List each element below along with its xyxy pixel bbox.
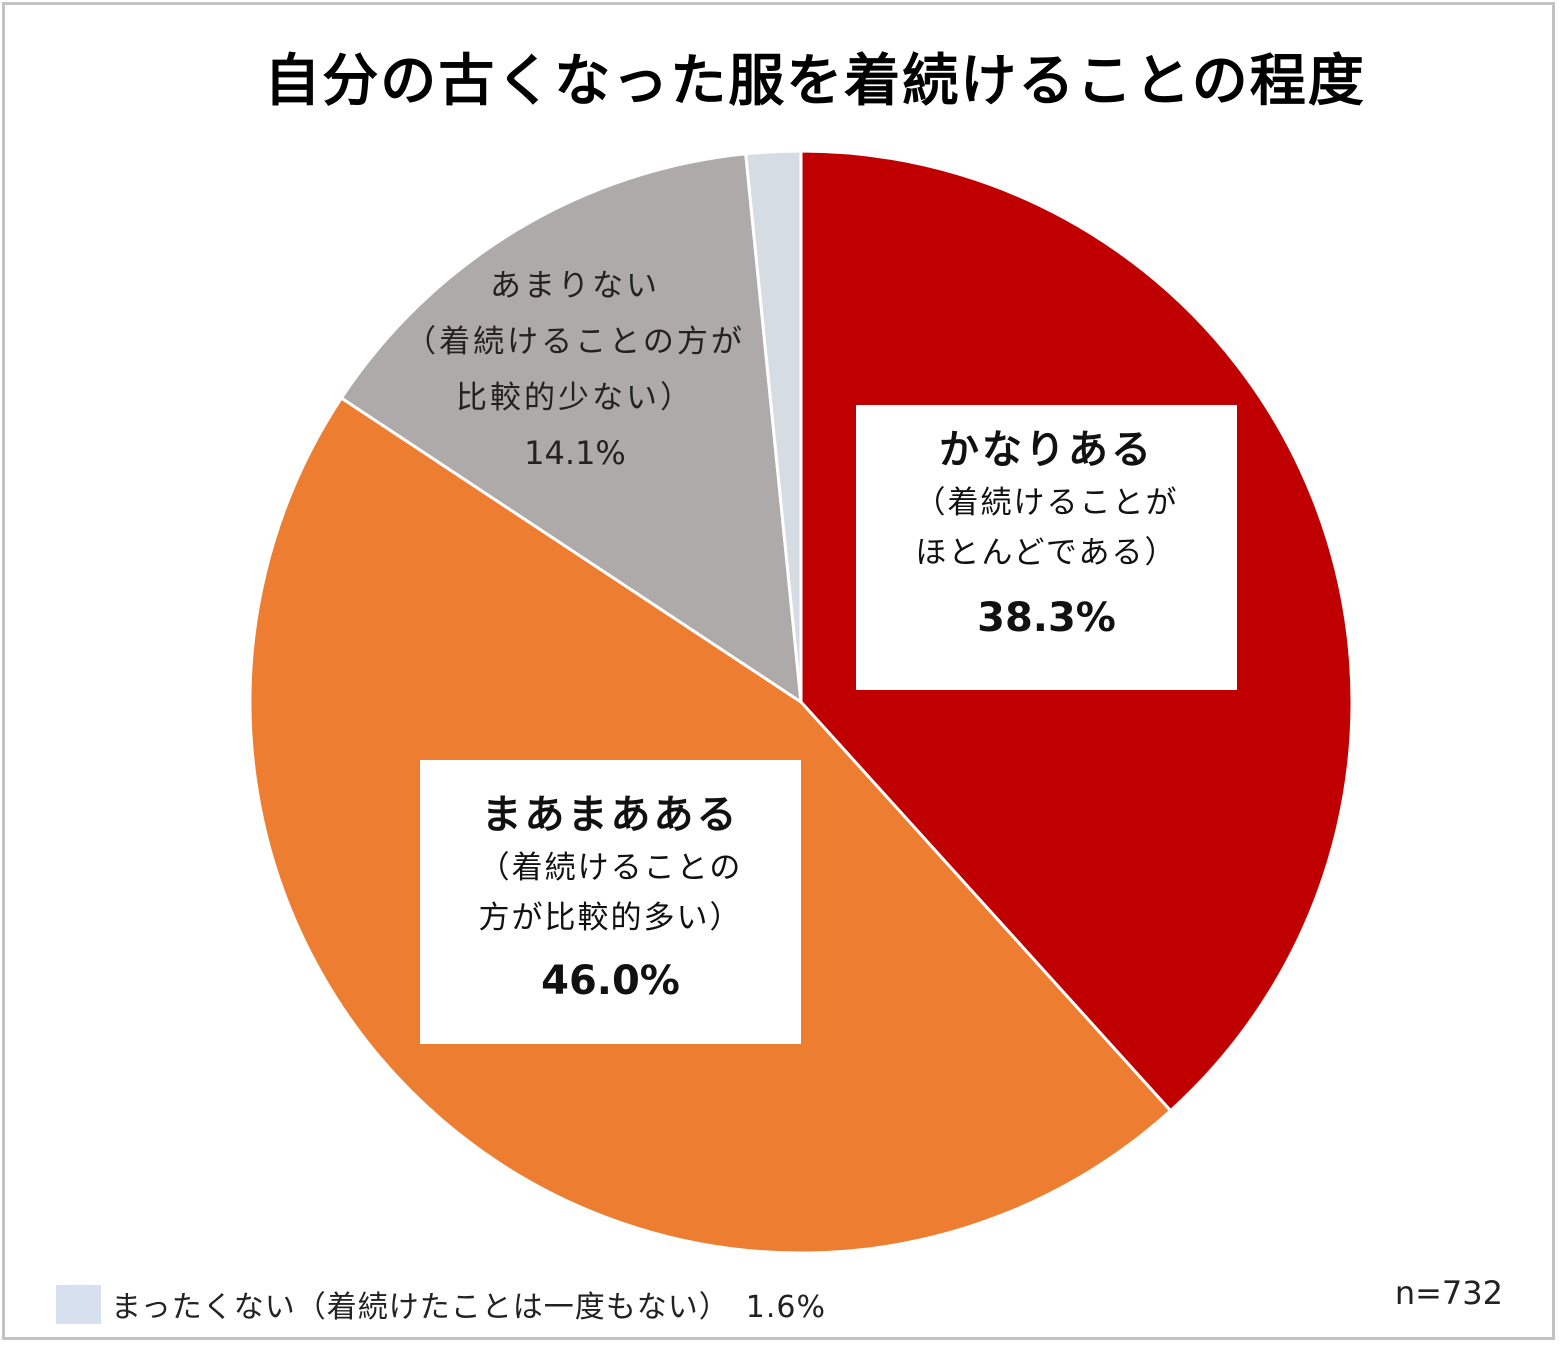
slice-label-maamaa-main: まあまあある <box>481 792 740 838</box>
slice-label-kanari-main: かなりある <box>939 427 1154 473</box>
pie-slice-amari <box>339 152 803 705</box>
slice-label-kanari-sub2: ほとんどである） <box>915 535 1178 571</box>
legend-label-mattaku: まったくない（着続けたことは一度もない） 1.6% <box>111 1290 827 1325</box>
slice-label-kanari-pct: 38.3% <box>977 595 1116 641</box>
slice-label-amari-pct: 14.1% <box>524 434 626 472</box>
pie-slice-mattaku <box>744 149 803 703</box>
slice-label-kanari-sub1: （着続けることが <box>914 485 1179 521</box>
slice-label-amari-sub1: （着続けることの方が <box>405 324 745 360</box>
slice-label-maamaa-sub2: 方が比較的多い） <box>478 900 743 936</box>
slice-label-amari: あまりない （着続けることの方が 比較的少ない） 14.1% <box>400 258 750 472</box>
slice-label-amari-sub2: 比較的少ない） <box>456 380 694 416</box>
slice-label-kanari: かなりある （着続けることが ほとんどである） 38.3% <box>856 405 1237 690</box>
sample-size-label: n=732 <box>1394 1274 1503 1312</box>
chart-title: 自分の古くなった服を着続けることの程度 <box>264 49 1366 114</box>
legend-swatch-mattaku <box>56 1284 101 1324</box>
slice-label-maamaa-pct: 46.0% <box>541 958 680 1004</box>
slice-label-amari-main: あまりない <box>490 268 660 304</box>
slice-label-maamaa: まあまあある （着続けることの 方が比較的多い） 46.0% <box>420 760 801 1044</box>
slice-label-maamaa-sub1: （着続けることの <box>478 850 743 886</box>
legend: まったくない（着続けたことは一度もない） 1.6% <box>56 1284 827 1325</box>
